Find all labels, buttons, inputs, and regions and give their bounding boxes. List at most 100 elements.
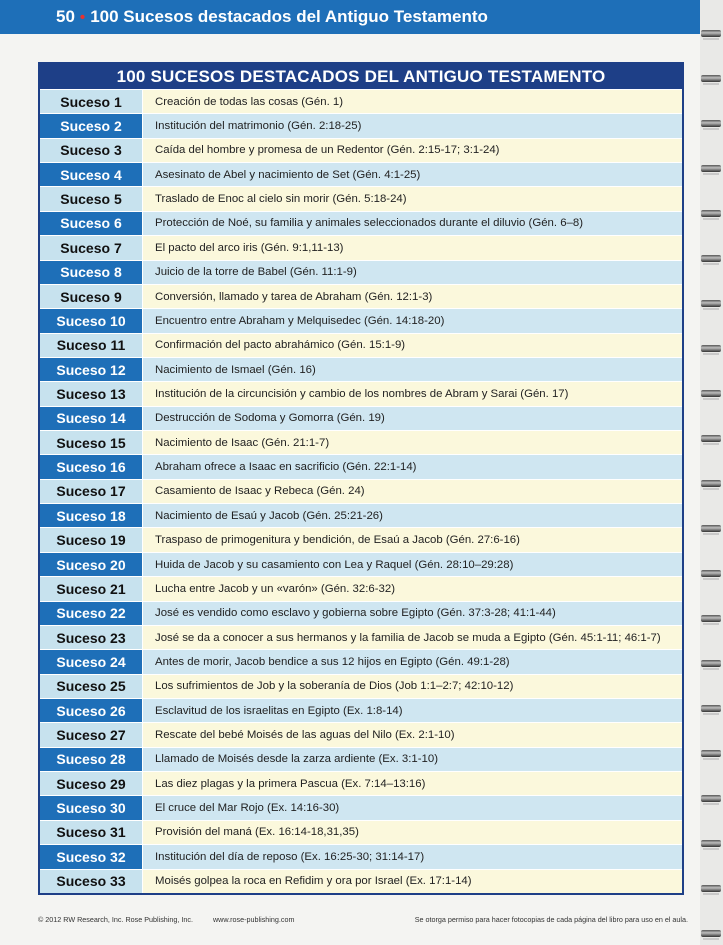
- event-label: Suceso 33: [40, 869, 143, 893]
- binding-ring: [701, 435, 721, 445]
- table-row: Suceso 26 Esclavitud de los israelitas en…: [40, 697, 682, 723]
- table-row: Suceso 6 Protección de Noé, su familia y …: [40, 210, 682, 236]
- table-row: Suceso 11 Confirmación del pacto abrahámi…: [40, 332, 682, 357]
- event-description: Conversión, llamado y tarea de Abraham (…: [143, 284, 682, 309]
- event-label: Suceso 7: [40, 236, 143, 260]
- event-description: Casamiento de Isaac y Rebeca (Gén. 24): [143, 479, 682, 504]
- binding-ring: [701, 930, 721, 940]
- event-label: Suceso 30: [40, 796, 143, 820]
- copyright-text: © 2012 RW Research, Inc. Rose Publishing…: [38, 915, 193, 924]
- table-row: Suceso 25 Los sufrimientos de Job y la so…: [40, 673, 682, 698]
- binding-ring: [701, 795, 721, 805]
- binding-ring: [701, 570, 721, 580]
- event-description: Encuentro entre Abraham y Melquisedec (G…: [143, 309, 682, 333]
- event-label: Suceso 32: [40, 845, 143, 869]
- table-row: Suceso 32 Institución del día de reposo (…: [40, 844, 682, 869]
- event-label: Suceso 28: [40, 747, 143, 772]
- event-description: Huida de Jacob y su casamiento con Lea y…: [143, 552, 682, 577]
- binding-ring: [701, 165, 721, 175]
- table-row: Suceso 24 Antes de morir, Jacob bendice a…: [40, 649, 682, 674]
- binding-ring: [701, 30, 721, 40]
- event-description: Destrucción de Sodoma y Gomorra (Gén. 19…: [143, 406, 682, 431]
- binding-ring: [701, 750, 721, 760]
- spiral-binding: [700, 0, 723, 945]
- table-row: Suceso 33 Moisés golpea la roca en Refidi…: [40, 868, 682, 893]
- table-row: Suceso 10 Encuentro entre Abraham y Melqu…: [40, 308, 682, 333]
- permission-text: Se otorga permiso para hacer fotocopias …: [414, 915, 688, 924]
- table-row: Suceso 22 José es vendido como esclavo y …: [40, 600, 682, 625]
- event-description: El cruce del Mar Rojo (Ex. 14:16-30): [143, 796, 682, 820]
- event-description: Llamado de Moisés desde la zarza ardient…: [143, 747, 682, 772]
- event-label: Suceso 2: [40, 114, 143, 138]
- binding-ring: [701, 840, 721, 850]
- table-row: Suceso 4 Asesinato de Abel y nacimiento d…: [40, 162, 682, 187]
- event-label: Suceso 19: [40, 528, 143, 552]
- event-description: El pacto del arco iris (Gén. 9:1,11-13): [143, 236, 682, 260]
- event-label: Suceso 11: [40, 333, 143, 357]
- event-description: Provisión del maná (Ex. 16:14-18,31,35): [143, 820, 682, 845]
- event-label: Suceso 21: [40, 577, 143, 601]
- event-label: Suceso 15: [40, 431, 143, 455]
- table-row: Suceso 9 Conversión, llamado y tarea de A…: [40, 283, 682, 309]
- event-description: Los sufrimientos de Job y la soberanía d…: [143, 674, 682, 698]
- table-row: Suceso 5 Traslado de Enoc al cielo sin mo…: [40, 186, 682, 211]
- binding-ring: [701, 660, 721, 670]
- event-label: Suceso 9: [40, 284, 143, 309]
- table-row: Suceso 23 José se da a conocer a sus herm…: [40, 624, 682, 650]
- event-label: Suceso 14: [40, 406, 143, 431]
- footer-left: © 2012 RW Research, Inc. Rose Publishing…: [38, 915, 294, 924]
- event-label: Suceso 13: [40, 382, 143, 406]
- table-row: Suceso 15 Nacimiento de Isaac (Gén. 21:1-…: [40, 430, 682, 455]
- page-header-title: 100 Sucesos destacados del Antiguo Testa…: [90, 7, 488, 26]
- event-label: Suceso 6: [40, 211, 143, 236]
- table-row: Suceso 27 Rescate del bebé Moisés de las …: [40, 722, 682, 747]
- table-row: Suceso 30 El cruce del Mar Rojo (Ex. 14:1…: [40, 795, 682, 820]
- binding-ring: [701, 300, 721, 310]
- event-description: Confirmación del pacto abrahámico (Gén. …: [143, 333, 682, 357]
- binding-ring: [701, 705, 721, 715]
- page-number: 50: [56, 7, 75, 26]
- event-label: Suceso 3: [40, 138, 143, 163]
- event-description: Nacimiento de Esaú y Jacob (Gén. 25:21-2…: [143, 504, 682, 528]
- page-footer: © 2012 RW Research, Inc. Rose Publishing…: [38, 915, 688, 924]
- event-description: Antes de morir, Jacob bendice a sus 12 h…: [143, 650, 682, 674]
- table-row: Suceso 29 Las diez plagas y la primera Pa…: [40, 771, 682, 796]
- event-label: Suceso 25: [40, 674, 143, 698]
- binding-ring: [701, 255, 721, 265]
- event-description: Traslado de Enoc al cielo sin morir (Gén…: [143, 187, 682, 211]
- events-table: 100 SUCESOS DESTACADOS DEL ANTIGUO TESTA…: [38, 62, 684, 895]
- event-label: Suceso 27: [40, 723, 143, 747]
- event-description: Institución de la circuncisión y cambio …: [143, 382, 682, 406]
- event-label: Suceso 4: [40, 163, 143, 187]
- header-separator: •: [79, 8, 86, 26]
- table-row: Suceso 3 Caída del hombre y promesa de un…: [40, 137, 682, 163]
- event-description: Traspaso de primogenitura y bendición, d…: [143, 528, 682, 552]
- table-row: Suceso 12 Nacimiento de Ismael (Gén. 16): [40, 356, 682, 382]
- binding-ring: [701, 345, 721, 355]
- event-description: Caída del hombre y promesa de un Redento…: [143, 138, 682, 163]
- event-label: Suceso 29: [40, 772, 143, 796]
- binding-ring: [701, 885, 721, 895]
- event-description: Moisés golpea la roca en Refidim y ora p…: [143, 869, 682, 893]
- event-description: Institución del matrimonio (Gén. 2:18-25…: [143, 114, 682, 138]
- table-row: Suceso 7 El pacto del arco iris (Gén. 9:1…: [40, 235, 682, 260]
- event-label: Suceso 20: [40, 552, 143, 577]
- event-description: José se da a conocer a sus hermanos y la…: [143, 625, 682, 650]
- table-row: Suceso 16 Abraham ofrece a Isaac en sacri…: [40, 454, 682, 479]
- event-description: Creación de todas las cosas (Gén. 1): [143, 90, 682, 114]
- table-row: Suceso 14 Destrucción de Sodoma y Gomorra…: [40, 405, 682, 431]
- event-description: Institución del día de reposo (Ex. 16:25…: [143, 845, 682, 869]
- table-row: Suceso 31 Provisión del maná (Ex. 16:14-1…: [40, 819, 682, 845]
- event-label: Suceso 10: [40, 309, 143, 333]
- binding-ring: [701, 390, 721, 400]
- event-label: Suceso 31: [40, 820, 143, 845]
- binding-ring: [701, 120, 721, 130]
- website-text: www.rose-publishing.com: [212, 915, 295, 924]
- table-row: Suceso 20 Huida de Jacob y su casamiento …: [40, 551, 682, 577]
- event-label: Suceso 26: [40, 698, 143, 723]
- event-label: Suceso 23: [40, 625, 143, 650]
- event-description: Lucha entre Jacob y un «varón» (Gén. 32:…: [143, 577, 682, 601]
- event-label: Suceso 5: [40, 187, 143, 211]
- event-description: Asesinato de Abel y nacimiento de Set (G…: [143, 163, 682, 187]
- table-row: Suceso 8 Juicio de la torre de Babel (Gén…: [40, 259, 682, 284]
